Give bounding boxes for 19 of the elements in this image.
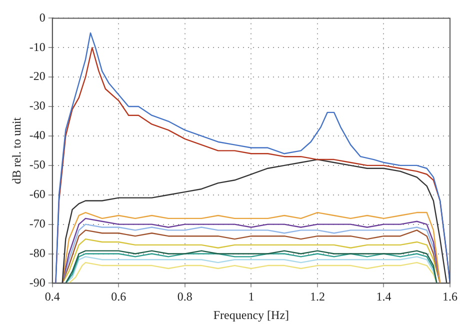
y-tick-label: -60 — [29, 187, 46, 202]
y-tick-label: -70 — [29, 216, 46, 230]
x-tick-label: 1.2 — [310, 290, 325, 304]
y-tick-label: -40 — [29, 128, 46, 142]
y-tick-label: -20 — [29, 69, 46, 84]
y-tick-label: -90 — [29, 275, 46, 290]
x-tick-label: 0.8 — [177, 290, 192, 304]
y-tick-label: -30 — [29, 98, 46, 113]
y-tick-label: -10 — [29, 40, 46, 54]
x-tick-label: 1.6 — [442, 290, 458, 304]
y-tick-label: -80 — [29, 246, 46, 260]
x-tick-label: 1.4 — [376, 290, 392, 304]
x-tick-label: 0.6 — [111, 290, 126, 304]
x-tick-label: 1 — [248, 290, 254, 304]
x-axis-title: Frequency [Hz] — [213, 308, 290, 322]
y-tick-label: -50 — [29, 158, 46, 172]
y-tick-label: 0 — [39, 10, 46, 24]
x-tick-label: 0.4 — [44, 290, 60, 304]
y-axis-title: dB rel. to unit — [9, 116, 24, 184]
